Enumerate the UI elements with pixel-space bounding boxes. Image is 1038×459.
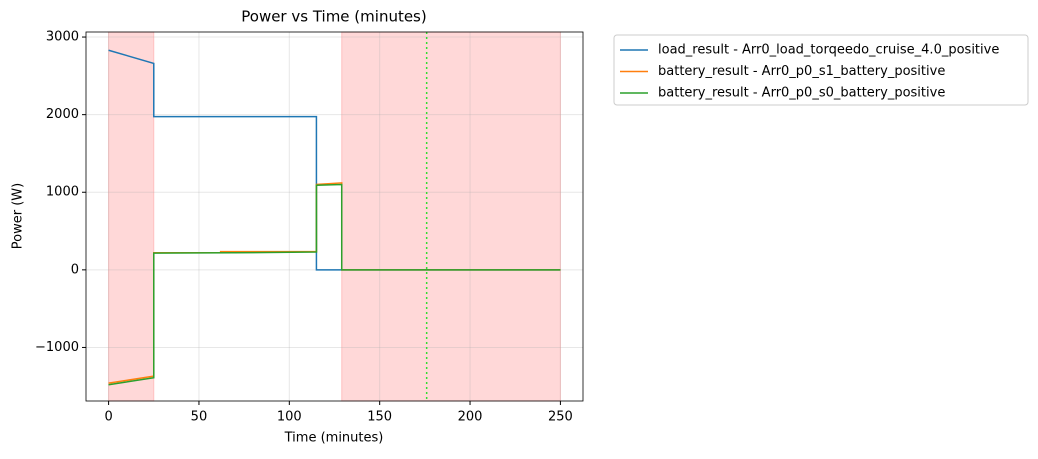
x-axis-label: Time (minutes) (284, 431, 384, 446)
y-axis-label: Power (W) (11, 183, 26, 249)
series-line (108, 183, 561, 386)
x-tick-label: 0 (104, 410, 112, 425)
x-tick-label: 200 (458, 410, 483, 425)
y-tick-label: 2000 (46, 107, 79, 122)
y-tick-label: 0 (71, 262, 79, 277)
shaded-region (341, 31, 561, 402)
x-tick-label: 250 (548, 410, 573, 425)
x-tick-label: 100 (277, 410, 302, 425)
legend-box (613, 34, 1029, 106)
legend-label: battery_result - Arr0_p0_s1_battery_posi… (658, 64, 945, 79)
x-tick-label: 150 (367, 410, 392, 425)
y-tick-label: −1000 (35, 340, 79, 355)
chart-title: Power vs Time (minutes) (241, 8, 426, 26)
legend-label: battery_result - Arr0_p0_s0_battery_posi… (658, 86, 945, 101)
legend: load_result - Arr0_load_torqeedo_cruise_… (613, 34, 1029, 106)
shaded-region (108, 31, 155, 402)
y-tick-label: 3000 (46, 30, 79, 45)
y-tick-label: 1000 (46, 185, 79, 200)
x-tick-label: 50 (191, 410, 208, 425)
plot-frame (85, 31, 584, 402)
legend-label: load_result - Arr0_load_torqeedo_cruise_… (658, 43, 999, 58)
